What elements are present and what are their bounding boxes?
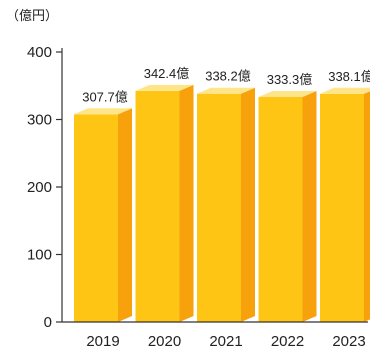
x-tick-label-2019: 2019 xyxy=(86,333,119,350)
bar-top-2019 xyxy=(74,108,132,115)
bar-2020 xyxy=(135,90,180,322)
bar-top-2020 xyxy=(135,84,194,91)
bar-2021 xyxy=(197,93,241,322)
bar-side-2023 xyxy=(364,91,370,322)
y-tick-label-200: 200 xyxy=(27,179,52,196)
bar-side-2020 xyxy=(179,84,194,322)
y-axis-ticks: 0 100 200 300 400 xyxy=(27,44,62,331)
data-label-2020: 342.4億 xyxy=(144,66,190,81)
data-label-2021: 338.2億 xyxy=(205,69,251,84)
x-tick-label-2022: 2022 xyxy=(271,333,304,350)
data-label-2022: 333.3億 xyxy=(267,72,313,87)
bar-top-2021 xyxy=(197,87,255,94)
bar-side-2021 xyxy=(241,87,255,322)
x-tick-label-2021: 2021 xyxy=(209,333,242,350)
data-label-2023: 338.1億 xyxy=(328,69,370,84)
data-label-2019: 307.7億 xyxy=(82,89,128,104)
y-tick-label-100: 100 xyxy=(27,247,52,264)
y-tick-label-300: 300 xyxy=(27,112,52,129)
x-tick-label-2020: 2020 xyxy=(148,333,181,350)
bar-2019 xyxy=(74,114,118,323)
bar-2022 xyxy=(258,97,303,323)
data-labels: 307.7億 342.4億 338.2億 333.3億 338.1億 xyxy=(82,66,370,104)
bars-group xyxy=(74,84,370,323)
bar-top-2022 xyxy=(258,91,317,98)
y-tick-label-0: 0 xyxy=(44,314,52,331)
y-tick-label-400: 400 xyxy=(27,44,52,61)
x-tick-label-2023: 2023 xyxy=(332,333,365,350)
bar-side-2022 xyxy=(302,91,317,323)
bar-top-2023 xyxy=(320,87,370,94)
bar-side-2019 xyxy=(118,108,132,323)
x-axis-labels: 2019 2020 2021 2022 2023 xyxy=(86,333,365,350)
y-axis-unit-label: （億円） xyxy=(6,8,58,23)
bar-2023 xyxy=(320,93,364,322)
